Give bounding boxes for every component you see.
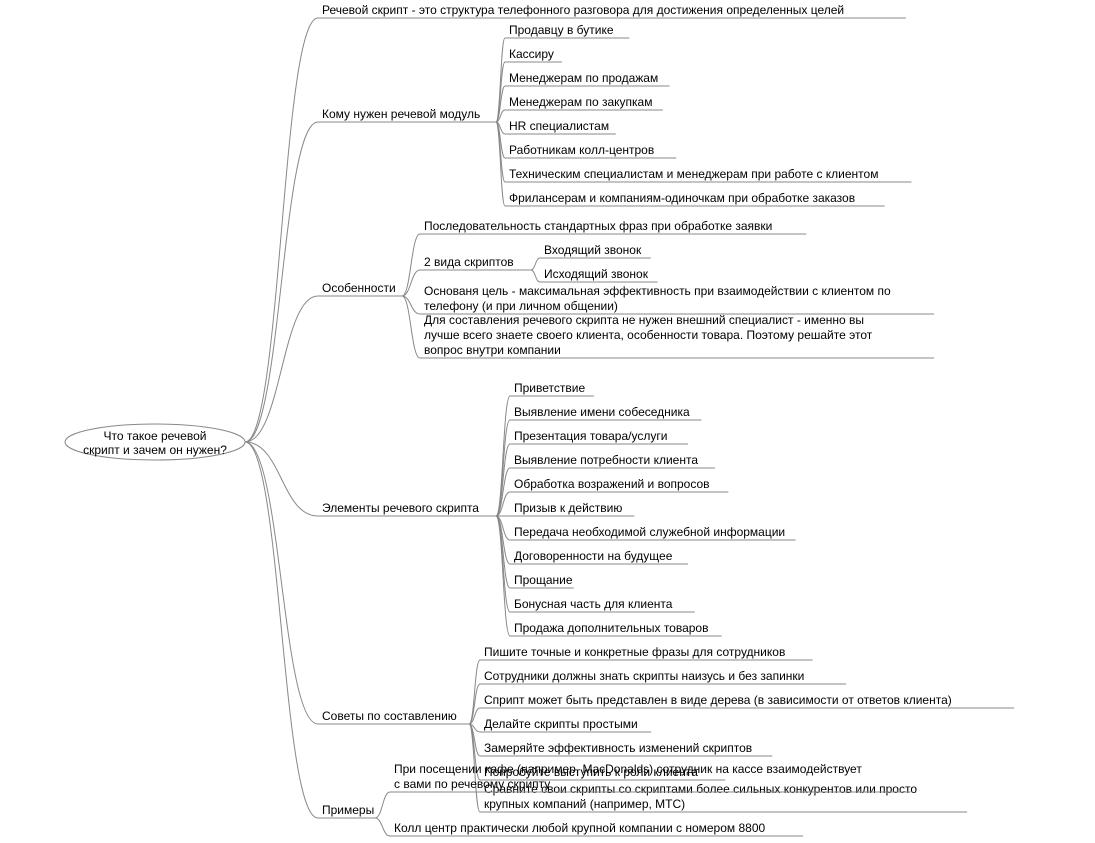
svg-text:Работникам колл-центров: Работникам колл-центров	[509, 143, 654, 157]
svg-text:Прощание: Прощание	[514, 573, 573, 587]
svg-text:Что такое речевой: Что такое речевой	[104, 429, 207, 443]
svg-text:Менеджерам по закупкам: Менеджерам по закупкам	[509, 95, 652, 109]
svg-text:Пишите точные и конкретные фра: Пишите точные и конкретные фразы для сот…	[484, 645, 785, 659]
svg-text:Кассиру: Кассиру	[509, 47, 554, 61]
svg-text:Продажа дополнительных товаров: Продажа дополнительных товаров	[514, 621, 708, 635]
svg-text:Для составления речевого скрип: Для составления речевого скрипта не нуже…	[424, 313, 864, 327]
svg-text:крупных компаний (например, МТ: крупных компаний (например, МТС)	[484, 797, 685, 811]
svg-text:Сприпт может быть представлен: Сприпт может быть представлен в виде дер…	[484, 693, 952, 707]
svg-text:2 вида скриптов: 2 вида скриптов	[424, 255, 514, 269]
svg-text:Приветствие: Приветствие	[514, 381, 585, 395]
svg-text:Техническим специалистам и мен: Техническим специалистам и менеджерам пр…	[509, 167, 878, 181]
svg-text:Бонусная часть для клиента: Бонусная часть для клиента	[514, 597, 673, 611]
svg-text:Входящий звонок: Входящий звонок	[544, 243, 642, 257]
svg-text:Выявление потребности клиента: Выявление потребности клиента	[514, 453, 698, 467]
svg-text:Договоренности на будущее: Договоренности на будущее	[514, 549, 673, 563]
svg-text:скрипт и зачем он нужен?: скрипт и зачем он нужен?	[83, 443, 227, 457]
svg-text:Замеряйте эффективность измене: Замеряйте эффективность изменений скрипт…	[484, 741, 752, 755]
svg-text:Фрилансерам и компаниям-одиноч: Фрилансерам и компаниям-одиночкам при об…	[509, 191, 855, 205]
svg-text:Исходящий звонок: Исходящий звонок	[544, 267, 649, 281]
svg-text:Основаня цель - максимальная э: Основаня цель - максимальная эффективнос…	[424, 284, 891, 298]
svg-text:Кому нужен речевой модуль: Кому нужен речевой модуль	[322, 107, 480, 121]
svg-text:Элементы речевого скрипта: Элементы речевого скрипта	[322, 501, 479, 515]
svg-text:HR специалистам: HR специалистам	[509, 119, 609, 133]
svg-text:Последовательность стандартных: Последовательность стандартных фраз при …	[424, 219, 772, 233]
svg-text:Особенности: Особенности	[322, 281, 396, 295]
svg-text:вопрос внутри компании: вопрос внутри компании	[424, 343, 561, 357]
svg-text:Презентация товара/услуги: Презентация товара/услуги	[514, 429, 667, 443]
svg-text:Делайте скрипты простыми: Делайте скрипты простыми	[484, 717, 638, 731]
svg-text:Менеджерам по продажам: Менеджерам по продажам	[509, 71, 658, 85]
svg-text:Передача необходимой служебной: Передача необходимой служебной информаци…	[514, 525, 785, 539]
svg-text:с вами по речевому скрипту: с вами по речевому скрипту	[394, 777, 550, 791]
svg-text:телефону (и при личном общении: телефону (и при личном общении)	[424, 299, 618, 313]
svg-text:При посещении кафе (например,: При посещении кафе (например, MacDonalds…	[394, 762, 862, 776]
svg-text:Выявление имени собеседника: Выявление имени собеседника	[514, 405, 690, 419]
svg-text:Обработка возражений и вопросо: Обработка возражений и вопросов	[514, 477, 710, 491]
svg-text:Призыв к действию: Призыв к действию	[514, 501, 622, 515]
svg-text:лучше всего знаете своего клие: лучше всего знаете своего клиента, особе…	[424, 328, 873, 342]
svg-text:Речевой скрипт - это структура: Речевой скрипт - это структура телефонно…	[322, 3, 844, 17]
svg-text:Колл центр практически любой к: Колл центр практически любой крупной ком…	[394, 821, 765, 835]
svg-text:Сотрудники должны знать скрипт: Сотрудники должны знать скрипты наизусь …	[484, 669, 804, 683]
svg-text:Продавцу в бутике: Продавцу в бутике	[509, 23, 614, 37]
svg-text:Примеры: Примеры	[322, 803, 374, 817]
svg-text:Советы по составлению: Советы по составлению	[322, 709, 457, 723]
